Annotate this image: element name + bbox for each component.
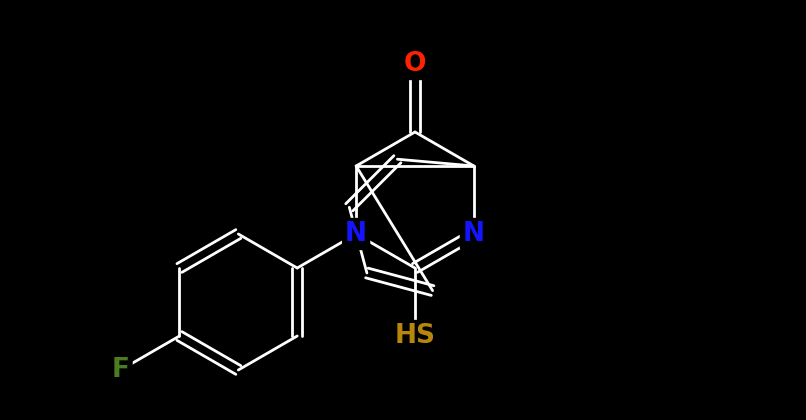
Text: HS: HS xyxy=(394,323,435,349)
Text: F: F xyxy=(111,357,130,383)
Text: N: N xyxy=(463,221,485,247)
Text: O: O xyxy=(404,51,426,77)
Text: N: N xyxy=(345,221,367,247)
